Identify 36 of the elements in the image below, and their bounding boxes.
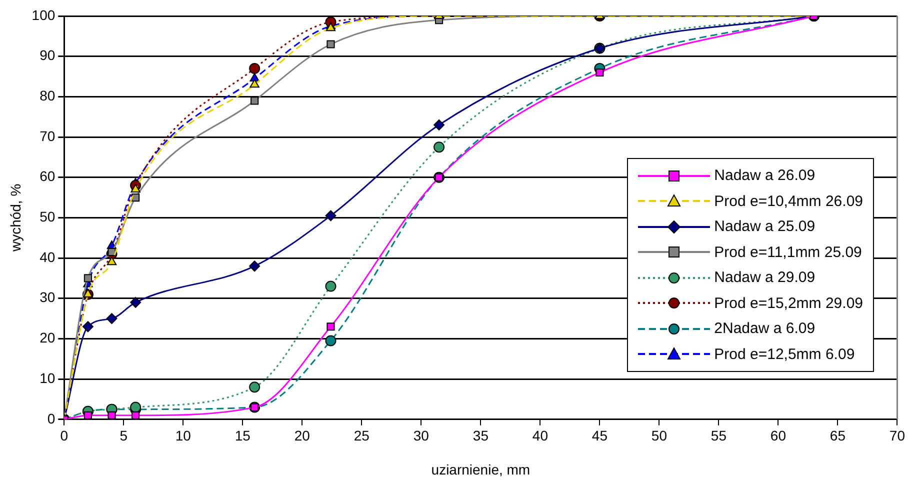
legend-label: Prod e=10,4mm 26.09 bbox=[714, 192, 863, 210]
x-tick-label: 45 bbox=[592, 428, 608, 444]
legend-label: 2Nadaw a 6.09 bbox=[714, 320, 816, 338]
legend-label: Nadaw a 26.09 bbox=[714, 167, 816, 184]
x-tick-label: 55 bbox=[710, 428, 727, 444]
x-tick-label: 0 bbox=[60, 428, 68, 444]
x-tick-label: 5 bbox=[120, 428, 128, 444]
y-tick-label: 40 bbox=[40, 248, 56, 265]
legend-label: Nadaw a 29.09 bbox=[714, 269, 816, 286]
y-tick-label: 60 bbox=[40, 168, 56, 184]
y-tick-label: 0 bbox=[47, 410, 56, 426]
x-tick-label: 10 bbox=[175, 428, 192, 444]
y-tick-label: 100 bbox=[32, 6, 56, 23]
x-tick-label: 70 bbox=[889, 428, 906, 444]
x-tick-label: 35 bbox=[472, 428, 489, 444]
x-tick-label: 50 bbox=[651, 428, 668, 444]
x-tick-label: 15 bbox=[234, 428, 251, 444]
y-tick-label: 50 bbox=[40, 208, 56, 225]
y-tick-label: 90 bbox=[40, 47, 56, 64]
legend-label: Prod e=11,1mm 25.09 bbox=[714, 244, 862, 261]
y-tick-label: 80 bbox=[40, 88, 56, 104]
x-axis-title: uziarnienie, mm bbox=[431, 461, 530, 478]
y-tick-label: 20 bbox=[40, 330, 56, 346]
x-tick-label: 20 bbox=[294, 428, 310, 444]
x-tick-label: 40 bbox=[532, 428, 548, 444]
y-tick-label: 10 bbox=[40, 370, 56, 386]
y-tick-label: 30 bbox=[40, 289, 56, 306]
x-tick-label: 30 bbox=[413, 428, 430, 444]
x-tick-label: 60 bbox=[770, 428, 786, 444]
legend-label: Nadaw a 25.09 bbox=[714, 218, 816, 236]
x-tick-label: 25 bbox=[354, 428, 370, 444]
y-tick-label: 70 bbox=[40, 128, 56, 144]
legend-label: Prod e=15,2mm 29.09 bbox=[714, 294, 863, 312]
legend-label: Prod e=12,5mm 6.09 bbox=[714, 346, 855, 363]
x-tick-label: 65 bbox=[830, 428, 846, 444]
y-axis-title: wychód, % bbox=[7, 184, 24, 253]
